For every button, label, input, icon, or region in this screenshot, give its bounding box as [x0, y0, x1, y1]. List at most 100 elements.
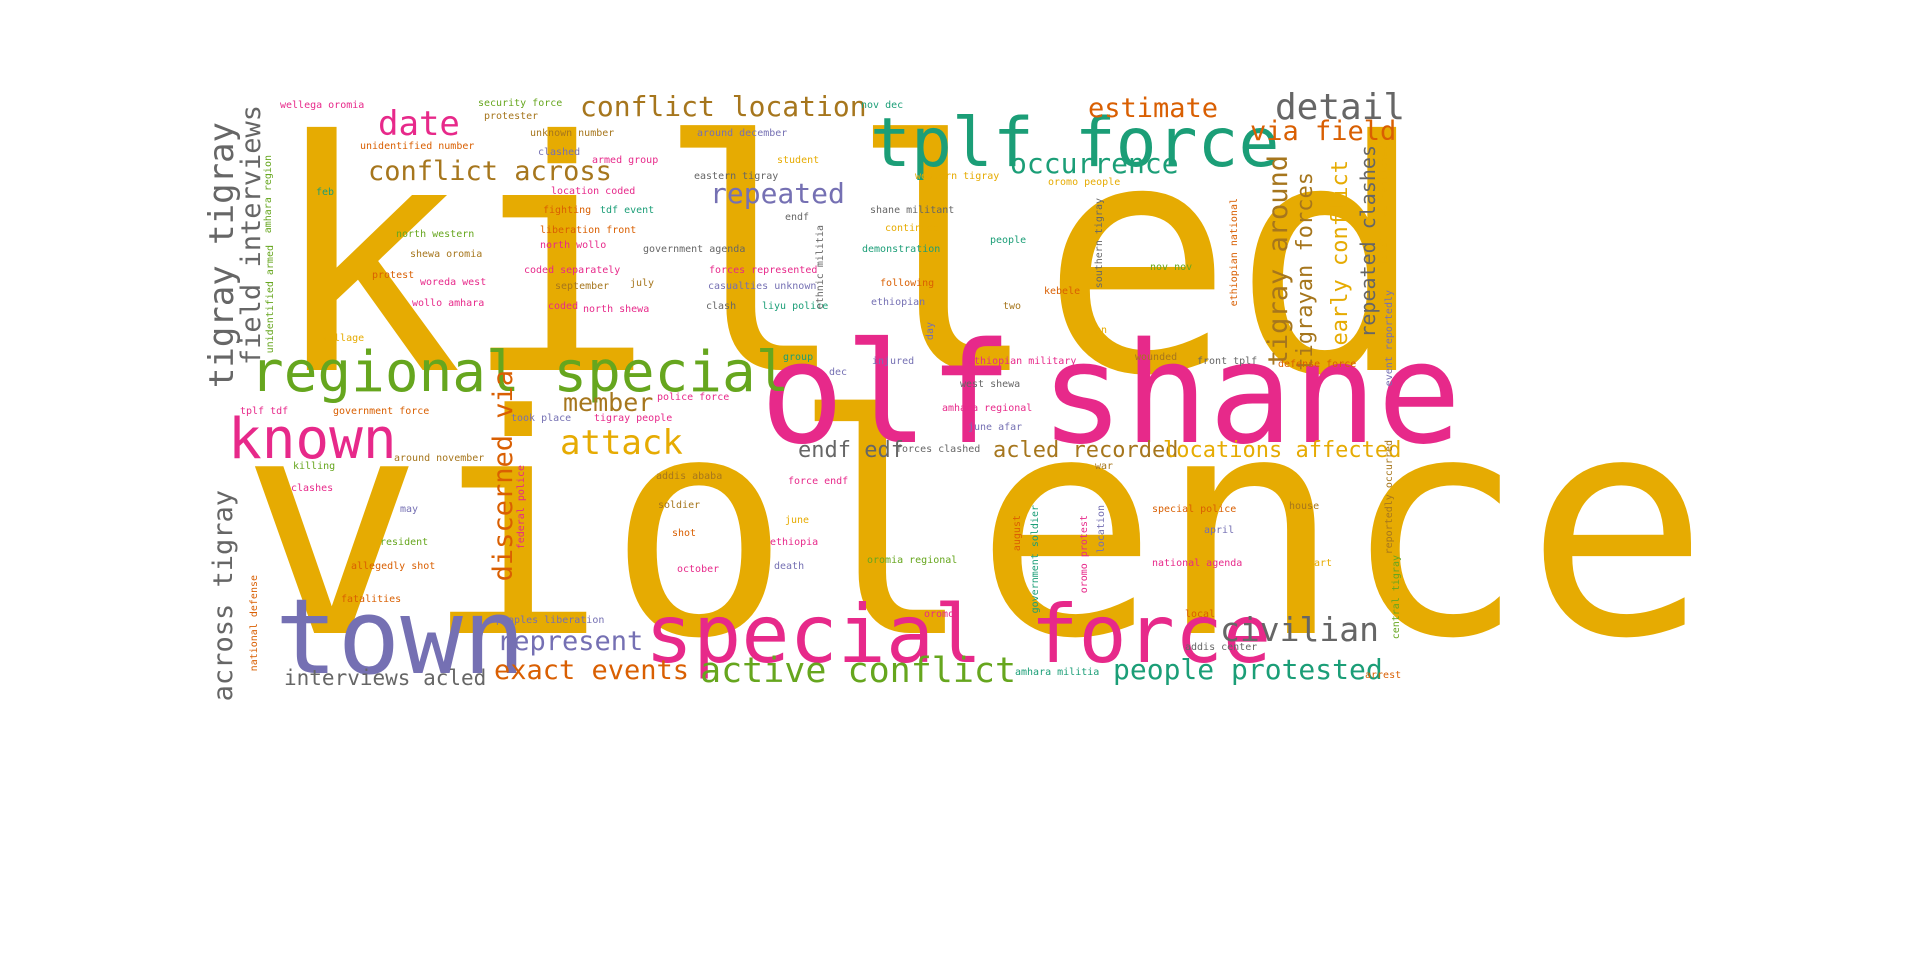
word-small: defense force	[1278, 359, 1357, 370]
word-small: death	[774, 561, 805, 572]
word-tplf-force: tplf force	[870, 104, 1280, 183]
word-small: arrest	[1365, 670, 1402, 681]
word-small: clashed	[538, 147, 581, 158]
word-small: ethiopian	[871, 297, 926, 308]
word-small: took place	[511, 413, 572, 424]
word-small-vertical: august	[1012, 515, 1023, 552]
word-small: village	[322, 333, 365, 344]
word-small: government agenda	[643, 244, 746, 255]
word-small: amhara regional	[942, 403, 1033, 414]
word-small: wounded	[1135, 352, 1178, 363]
word-violence: violence	[240, 350, 1710, 705]
word-small: special police	[1152, 504, 1237, 515]
word-small: part	[1308, 558, 1333, 569]
word-small: house	[1289, 501, 1320, 512]
word-small: killing	[293, 461, 336, 472]
word-small: fatalities	[341, 594, 402, 605]
word-small: endf	[785, 212, 810, 223]
word-regional-special: regional special	[250, 340, 790, 405]
word-small: two	[1003, 301, 1022, 312]
word-shane: shane	[1040, 313, 1462, 476]
word-small: wollo amhara	[412, 298, 485, 309]
word-small: shot	[672, 528, 697, 539]
word-small: fighting	[543, 205, 592, 216]
word-endf-edf: endf edf	[798, 438, 904, 463]
word-small: amhara militia	[1015, 667, 1100, 678]
word-small-vertical: southern tigray	[1094, 198, 1105, 289]
word-small: protest	[372, 270, 415, 281]
word-small: national agenda	[1152, 558, 1243, 569]
word-small: jan	[1089, 325, 1108, 336]
word-conflict-across: conflict across	[368, 156, 612, 187]
word-small: tigray people	[594, 413, 673, 424]
word-olf: olf	[760, 313, 1013, 476]
word-estimate: estimate	[1088, 93, 1219, 124]
word-interviews-acled: interviews acled	[284, 666, 487, 690]
word-small-vertical: location	[1096, 505, 1107, 554]
word-small-vertical: event reportedly	[1384, 290, 1395, 387]
word-repeated-clashes: repeated clashes	[1356, 145, 1380, 338]
word-small: oromia regional	[867, 555, 958, 566]
word-small: tdf event	[600, 205, 655, 216]
word-small: feb	[316, 187, 335, 198]
word-small: group	[783, 352, 814, 363]
word-small-vertical: central tigray	[1391, 555, 1402, 640]
word-via-field: via field	[1250, 116, 1397, 147]
word-known: known	[228, 407, 397, 472]
word-small: unidentified number	[360, 141, 475, 152]
word-town: town	[275, 576, 526, 698]
word-tigrayan-forces: tigrayan forces	[1293, 172, 1318, 371]
word-small: location coded	[551, 186, 636, 197]
word-small: nov dec	[861, 100, 904, 111]
word-active-conflict: active conflict	[700, 651, 1017, 691]
word-small: people	[990, 235, 1027, 246]
word-special-force: special force	[645, 588, 1272, 681]
word-small: protester	[484, 111, 539, 122]
word-small: addis ababa	[656, 471, 723, 482]
word-small: june afar	[968, 422, 1023, 433]
word-conflict-location: conflict location	[580, 90, 867, 123]
word-small: around november	[394, 453, 485, 464]
word-repeated: repeated	[710, 177, 845, 210]
word-small: clashes	[291, 483, 334, 494]
word-small: unknown number	[530, 128, 615, 139]
word-small: peoples liberation	[496, 615, 605, 626]
word-small-vertical: government soldier	[1030, 505, 1041, 614]
word-small-vertical: ethnic militia	[815, 225, 826, 310]
word-small: ethiopia	[770, 537, 819, 548]
word-small: following	[880, 278, 935, 289]
word-small: oromo	[924, 609, 955, 620]
word-small: front tplf	[1197, 356, 1258, 367]
word-small: security force	[478, 98, 563, 109]
word-exact-events: exact events	[494, 655, 690, 686]
word-small: north shewa	[583, 304, 650, 315]
word-across-tigray: across tigray	[208, 490, 239, 702]
word-small: tplf tdf	[240, 406, 289, 417]
word-small: western tigray	[915, 171, 1000, 182]
word-small: september	[555, 281, 610, 292]
word-small-vertical: unidentified armed	[265, 245, 276, 354]
word-small: october	[677, 564, 720, 575]
word-acled-recorded: acled recorded	[993, 438, 1179, 463]
word-small: north wollo	[540, 240, 607, 251]
word-small: armed group	[592, 155, 659, 166]
word-small: force endf	[788, 476, 849, 487]
word-small: local	[1185, 609, 1216, 620]
word-small: oromo people	[1048, 177, 1121, 188]
word-small: nov nov	[1150, 262, 1193, 273]
word-small: kebele	[1044, 286, 1081, 297]
word-small-vertical: oromo protest	[1079, 515, 1090, 594]
word-small: shane militant	[870, 205, 955, 216]
word-small: liyu police	[762, 301, 829, 312]
word-small: forces represented	[709, 265, 818, 276]
word-small: allegedly shot	[351, 561, 436, 572]
word-small: injured	[872, 356, 915, 367]
word-small: casualties unknown	[708, 281, 817, 292]
word-small: clash	[706, 301, 737, 312]
word-small-vertical: ethiopian national	[1229, 198, 1240, 307]
word-small: continued	[885, 223, 940, 234]
word-small: addis center	[1185, 642, 1258, 653]
word-killed: killed	[270, 74, 1426, 446]
word-small-vertical: reportedly occurred	[1384, 440, 1395, 555]
word-detail: detail	[1275, 87, 1406, 128]
